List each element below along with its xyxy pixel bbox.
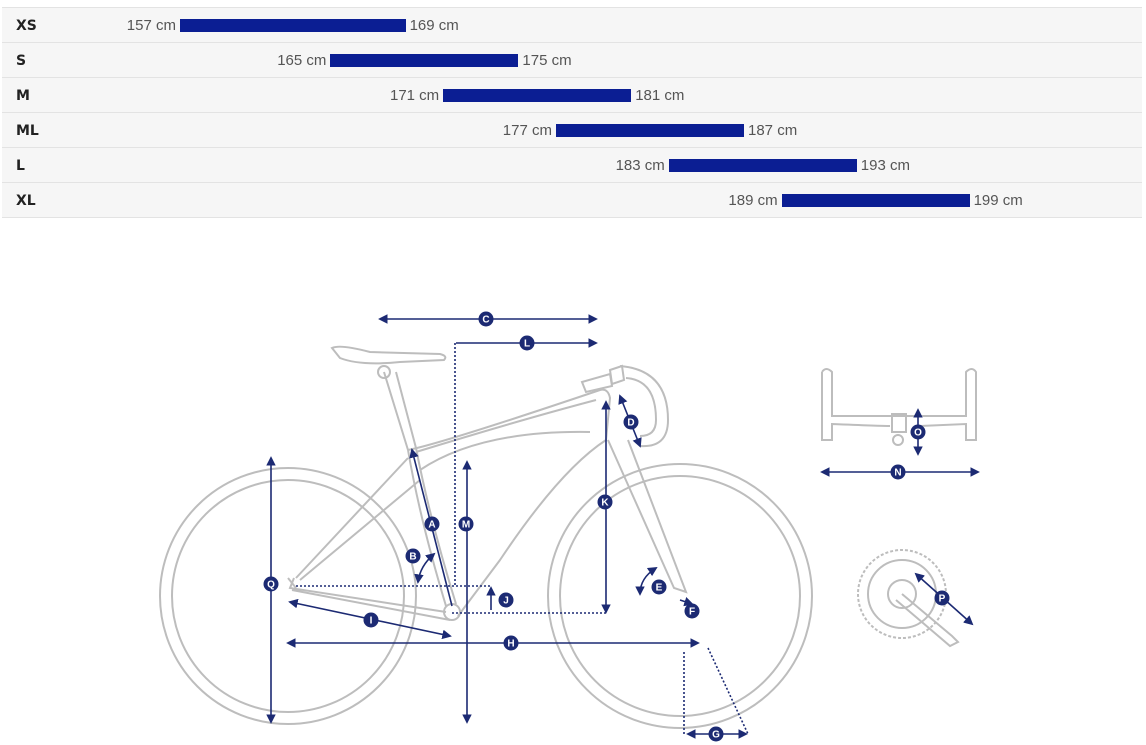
badge-q-label: Q [267,580,275,591]
front-wheel [547,463,813,729]
size-label: S [16,53,27,69]
size-range-bar [443,89,632,102]
badge-l-label: L [524,339,530,350]
badge-g: G [708,726,724,742]
size-label: XL [16,193,36,209]
badge-k-label: K [601,498,609,509]
badge-e: E [651,579,667,595]
size-label: ML [16,123,39,139]
size-min-height: 177 cm [502,122,552,139]
badge-o: O [910,424,926,440]
size-chart: XS 157 cm 169 cm S 165 cm 175 cm M 171 cm 181 cm… [2,7,1142,218]
badge-e-label: E [656,583,663,594]
size-range-bar [668,159,857,172]
badge-c-label: C [482,315,489,326]
badge-k: K [597,494,613,510]
badge-i: I [363,612,379,628]
badge-n: N [890,464,906,480]
badge-h: H [503,635,519,651]
size-label: L [16,158,25,174]
size-row-ml: ML 177 cm 187 cm [2,112,1142,147]
badge-m-label: M [462,520,470,531]
bike-geometry-diagram: C L D K A M B Q E J F I H G O N P [159,311,980,742]
badge-j-label: J [503,596,509,607]
badge-d-label: D [627,418,634,429]
size-row-s: S 165 cm 175 cm [2,42,1142,77]
handlebar-front-view [821,368,977,446]
size-min-height: 171 cm [389,87,440,104]
size-range-bar [180,19,406,32]
size-range-bar [330,54,519,67]
badge-a: A [424,516,440,532]
size-max-height: 199 cm [973,192,1023,209]
badge-a-label: A [428,520,435,531]
badge-l: L [519,335,535,351]
size-label: M [16,88,30,104]
size-range-bar [781,194,970,207]
size-min-height: 189 cm [728,192,778,209]
badge-c: C [478,311,494,327]
badge-m: M [458,516,474,532]
size-max-height: 187 cm [748,122,798,139]
size-row-m: M 171 cm 181 cm [2,77,1142,112]
size-min-height: 165 cm [277,52,327,69]
size-min-height: 183 cm [615,157,665,174]
badge-g-label: G [712,730,720,741]
size-label: XS [16,18,37,34]
badge-d: D [623,414,639,430]
size-row-xs: XS 157 cm 169 cm [2,7,1142,42]
badge-h-label: H [507,639,514,650]
badge-f-label: F [689,607,695,618]
front-wheel-rim [559,475,801,717]
badge-i-label: I [370,616,373,627]
size-min-height: 157 cm [126,17,176,34]
badge-o-label: O [914,428,922,439]
size-row-xl: XL 189 cm 199 cm [2,182,1142,218]
badge-j: J [498,592,514,608]
badge-p: P [934,590,950,606]
badge-n-label: N [894,468,901,479]
badge-p-label: P [939,594,946,605]
badge-b-label: B [409,552,416,563]
size-range-bar [556,124,744,137]
badge-f: F [684,603,700,619]
size-max-height: 181 cm [635,87,685,104]
size-max-height: 193 cm [860,157,910,174]
badge-b: B [405,548,421,564]
rear-wheel-rim [171,479,405,713]
rear-wheel [159,467,417,725]
size-row-l: L 183 cm 193 cm [2,147,1142,182]
bike-illustration [159,345,813,729]
saddle [330,345,447,365]
size-max-height: 175 cm [522,52,572,69]
size-max-height: 169 cm [409,17,459,34]
badge-q: Q [263,576,279,592]
